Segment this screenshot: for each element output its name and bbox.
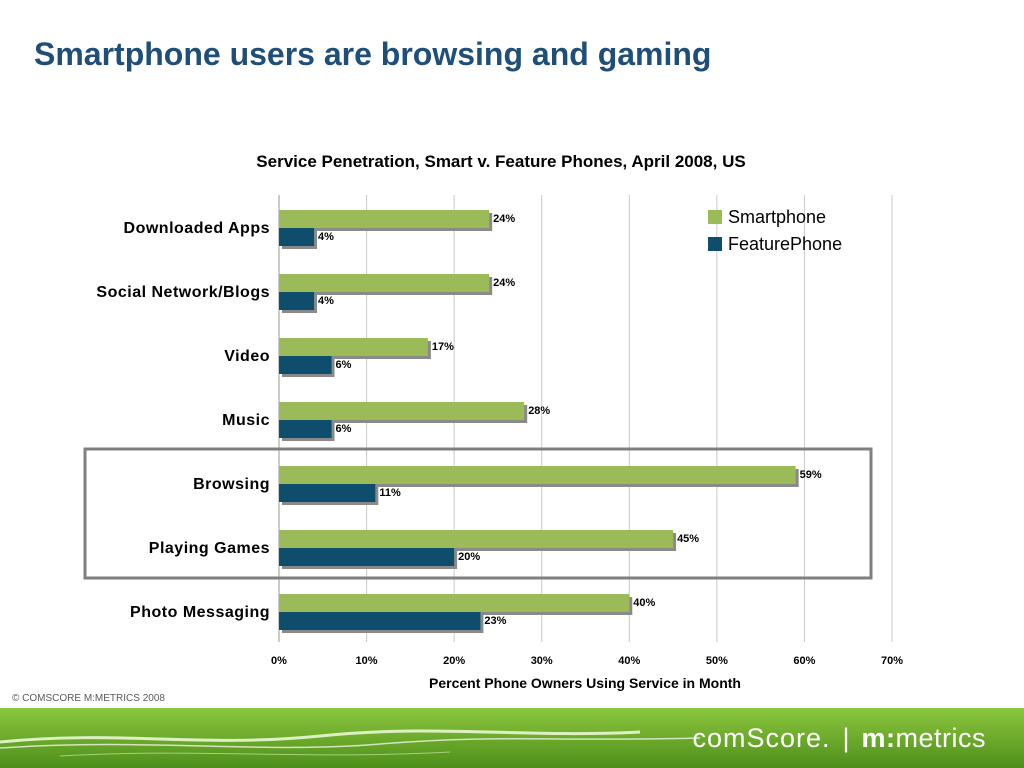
featurephone-value-label: 23%: [484, 615, 506, 627]
featurephone-bar: [279, 356, 332, 374]
chart-title: Service Penetration, Smart v. Feature Ph…: [256, 152, 745, 171]
category-label: Social Network/Blogs: [96, 284, 270, 301]
featurephone-legend-swatch: [708, 237, 722, 251]
smartphone-legend-label: Smartphone: [728, 207, 826, 227]
smartphone-legend-swatch: [708, 210, 722, 224]
copyright-text: © COMSCORE M:METRICS 2008: [12, 693, 165, 704]
bar-chart: Service Penetration, Smart v. Feature Ph…: [83, 152, 903, 691]
featurephone-value-label: 6%: [336, 423, 352, 435]
featurephone-legend-label: FeaturePhone: [728, 234, 842, 254]
smartphone-bar: [279, 594, 630, 612]
smartphone-value-label: 45%: [677, 533, 699, 545]
featurephone-value-label: 6%: [336, 359, 352, 371]
smartphone-value-label: 59%: [800, 469, 822, 481]
featurephone-value-label: 20%: [458, 551, 480, 563]
category-label: Photo Messaging: [130, 604, 270, 621]
category-label: Video: [224, 348, 270, 365]
smartphone-value-label: 28%: [528, 405, 550, 417]
x-tick-label: 0%: [271, 655, 287, 667]
logo-mmetrics: metrics: [895, 722, 986, 753]
comscore-mmetrics-logo: comScore. | m: metrics: [692, 720, 986, 756]
slide-title: Smartphone users are browsing and gaming: [34, 36, 712, 72]
x-tick-label: 10%: [356, 655, 378, 667]
smartphone-bar: [279, 210, 490, 228]
logo-mmetrics-prefix: m:: [861, 722, 896, 753]
featurephone-value-label: 11%: [379, 487, 401, 499]
x-tick-label: 20%: [443, 655, 465, 667]
category-label: Downloaded Apps: [124, 220, 270, 237]
featurephone-value-label: 4%: [318, 295, 334, 307]
featurephone-bar: [279, 292, 315, 310]
category-label: Playing Games: [149, 540, 270, 557]
smartphone-value-label: 24%: [493, 213, 515, 225]
footer-band: comScore. | m: metrics: [0, 708, 1024, 768]
smartphone-value-label: 40%: [633, 597, 655, 609]
category-label: Music: [222, 412, 270, 429]
featurephone-value-label: 4%: [318, 231, 334, 243]
featurephone-bar: [279, 228, 315, 246]
category-label: Browsing: [193, 476, 270, 493]
smartphone-bar: [279, 530, 674, 548]
featurephone-bar: [279, 612, 481, 630]
logo-divider: |: [842, 722, 850, 753]
x-tick-label: 60%: [793, 655, 815, 667]
featurephone-bar: [279, 548, 455, 566]
featurephone-bar: [279, 484, 376, 502]
highlight-box: [83, 447, 873, 580]
smartphone-bar: [279, 466, 796, 484]
smartphone-bar: [279, 402, 525, 420]
smartphone-value-label: 17%: [432, 341, 454, 353]
x-tick-label: 30%: [531, 655, 553, 667]
x-tick-label: 50%: [706, 655, 728, 667]
x-tick-label: 70%: [881, 655, 903, 667]
featurephone-bar: [279, 420, 332, 438]
x-tick-label: 40%: [618, 655, 640, 667]
logo-comscore: comScore.: [692, 722, 831, 753]
smartphone-value-label: 24%: [493, 277, 515, 289]
light-streak-decoration: [0, 729, 701, 757]
x-axis-label: Percent Phone Owners Using Service in Mo…: [429, 675, 741, 691]
smartphone-bar: [279, 274, 490, 292]
smartphone-bar: [279, 338, 428, 356]
